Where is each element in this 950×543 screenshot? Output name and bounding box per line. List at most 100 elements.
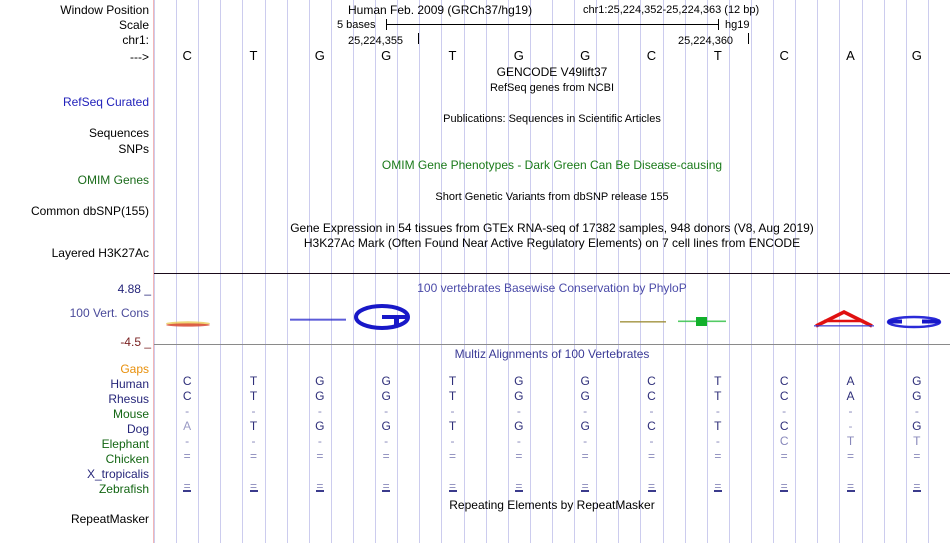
label-common-dbsnp[interactable]: Common dbSNP(155) (30, 204, 149, 218)
alignment-base: = (448, 449, 456, 463)
label-gaps[interactable]: Gaps (120, 362, 149, 376)
sequence-base: C (182, 48, 192, 63)
label-refseq-curated[interactable]: RefSeq Curated (62, 95, 149, 109)
label-scale[interactable]: Scale (118, 18, 149, 32)
alignment-base: C (779, 374, 789, 388)
gridline (596, 0, 597, 543)
alignment-base: - (583, 434, 588, 448)
track-title-multiz[interactable]: Multiz Alignments of 100 Vertebrates (454, 347, 650, 361)
alignment-base: = (913, 479, 921, 493)
label-rhesus[interactable]: Rhesus (108, 392, 149, 406)
alignment-base: G (912, 419, 922, 433)
label-snps[interactable]: SNPs (118, 142, 149, 156)
coord-right-tick (748, 33, 749, 44)
alignment-row[interactable]: = = = = = = = = = = = = (154, 450, 950, 463)
track-title-publications[interactable]: Publications: Sequences in Scientific Ar… (443, 113, 661, 125)
gridline (884, 0, 885, 543)
alignment-base: - (251, 434, 256, 448)
coord-left-tick (418, 33, 419, 44)
sequence-base: G (513, 48, 524, 63)
alignment-base: - (914, 404, 919, 418)
alignment-base: = (647, 449, 655, 463)
alignment-row[interactable]: ------------ (154, 405, 950, 418)
gridline (773, 0, 774, 543)
repeatmasker-tick (846, 490, 855, 492)
label-zebrafish[interactable]: Zebrafish (98, 482, 149, 496)
track-title-h3k27ac[interactable]: H3K27Ac Mark (Often Found Near Active Re… (303, 236, 801, 250)
alignment-base: = (316, 479, 324, 493)
repeatmasker-tick (382, 490, 391, 492)
repeatmasker-tick (780, 490, 789, 492)
label-100-vert-cons[interactable]: 100 Vert. Cons (69, 306, 149, 320)
label-chrom[interactable]: chr1: (122, 33, 149, 47)
gridline (331, 0, 332, 543)
alignment-base: = (515, 449, 523, 463)
alignment-base: T (846, 434, 855, 448)
label-repeatmasker[interactable]: RepeatMasker (70, 512, 149, 526)
alignment-base: G (514, 389, 524, 403)
alignment-base: G (580, 374, 590, 388)
sequence-base: T (448, 48, 457, 63)
gridline (839, 0, 840, 543)
alignment-base: = (183, 449, 191, 463)
alignment-base: = (846, 479, 854, 493)
coord-right-label: 25,224,360 (678, 35, 734, 47)
track-title-repeatmasker[interactable]: Repeating Elements by RepeatMasker (449, 498, 655, 512)
alignment-base: G (381, 374, 391, 388)
gridline (906, 0, 907, 543)
label-human[interactable]: Human (110, 377, 149, 391)
alignment-base: T (448, 389, 457, 403)
sequence-base: G (314, 48, 325, 63)
alignment-base: G (315, 374, 325, 388)
track-title-refseq[interactable]: RefSeq genes from NCBI (489, 82, 615, 94)
alignment-base: = (249, 479, 257, 493)
alignment-base: T (249, 419, 258, 433)
alignment-base: C (779, 419, 789, 433)
gridline (486, 0, 487, 543)
alignment-row[interactable] (154, 360, 950, 373)
track-title-gtex[interactable]: Gene Expression in 54 tissues from GTEx … (290, 221, 814, 235)
alignment-base: G (315, 389, 325, 403)
label-dog[interactable]: Dog (126, 422, 149, 436)
repeatmasker-tick (912, 490, 921, 492)
label-mouse[interactable]: Mouse (112, 407, 149, 421)
alignment-row[interactable] (154, 465, 950, 478)
gridline (287, 0, 288, 543)
track-title-dbsnp[interactable]: Short Genetic Variants from dbSNP releas… (435, 191, 669, 203)
alignment-base: T (714, 389, 722, 403)
gridline (154, 0, 155, 543)
alignment-base: - (516, 404, 521, 418)
alignment-row[interactable]: = = = = = = = = = = = = (154, 480, 950, 493)
label-chicken[interactable]: Chicken (105, 452, 149, 466)
track-title-phylop[interactable]: 100 vertebrates Basewise Conservation by… (417, 281, 687, 295)
alignment-base: = (249, 449, 257, 463)
label-x-tropicalis[interactable]: X_tropicalis (86, 467, 149, 481)
gridline (353, 0, 354, 543)
label-elephant[interactable]: Elephant (101, 437, 149, 451)
conservation-plot[interactable] (154, 274, 950, 344)
scale-bar-label: 5 bases (337, 19, 376, 31)
label-sequences[interactable]: Sequences (88, 126, 149, 140)
repeatmasker-ticks (154, 490, 950, 496)
track-title-gencode[interactable]: GENCODE V49lift37 (496, 65, 608, 79)
alignment-base: C (647, 374, 656, 388)
gridline (242, 0, 243, 543)
alignment-base: G (580, 419, 590, 433)
alignment-base: = (647, 479, 655, 493)
label-window-position[interactable]: Window Position (60, 3, 149, 17)
alignment-base: - (185, 404, 190, 418)
label-omim-genes[interactable]: OMIM Genes (77, 173, 149, 187)
repeatmasker-tick (647, 490, 656, 492)
label-strand-arrow[interactable]: ---> (130, 50, 149, 64)
track-title-omim[interactable]: OMIM Gene Phenotypes - Dark Green Can Be… (381, 158, 723, 172)
alignment-base: = (714, 479, 722, 493)
window-position-text: chr1:25,224,352-25,224,363 (12 bp) (583, 4, 760, 16)
label-layered-h3k27ac[interactable]: Layered H3K27Ac (51, 246, 149, 260)
alignment-base: - (715, 434, 720, 448)
alignment-base: G (381, 419, 391, 433)
